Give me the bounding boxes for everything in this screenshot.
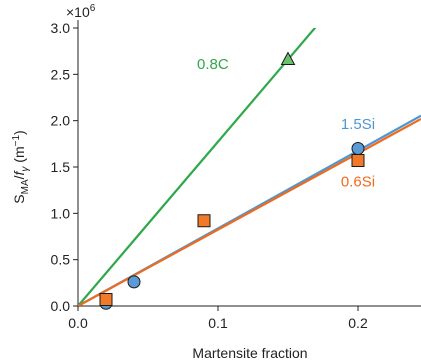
data-point-0-8c	[280, 51, 296, 66]
y-axis-title-unit-sup: −1	[11, 135, 22, 147]
data-point-0-6si	[99, 293, 113, 307]
labels-layer: 0.8C 1.5Si 0.6Si	[197, 56, 375, 191]
y-multiplier-exp: 6	[90, 3, 96, 14]
y-axis-title-f: f	[11, 169, 27, 175]
y-tick-label: 3.0	[51, 20, 71, 36]
x-axis-title: Martensite fraction	[192, 345, 307, 361]
series-label-0-6si: 0.6Si	[341, 173, 375, 190]
data-point-0-6si	[197, 214, 211, 228]
y-tick-label: 2.5	[51, 66, 71, 82]
y-multiplier-base: ×10	[66, 4, 90, 20]
x-tick-label: 0.1	[208, 315, 228, 331]
data-point-0-6si	[351, 154, 365, 168]
y-tick-label: 1.0	[51, 205, 71, 221]
series-label-0-8c: 0.8C	[197, 56, 229, 73]
fit-lines-layer	[78, 28, 421, 306]
x-tick-label: 0.2	[348, 315, 368, 331]
y-tick-label: 0.0	[51, 298, 71, 314]
y-axis-title-sub1: MA	[20, 179, 31, 194]
markers-layer	[99, 51, 365, 310]
fit-line-0-8c	[78, 28, 317, 306]
x-tick-label: 0.0	[68, 315, 88, 331]
y-axis-title-sub2: γ	[20, 166, 31, 172]
y-axis-title-main: S	[11, 194, 27, 203]
data-point-1-5si	[127, 275, 141, 289]
y-axis-title-unit: (m	[11, 146, 27, 166]
y-multiplier-label: ×106	[66, 3, 96, 20]
y-axis-title-slash: /	[11, 175, 27, 179]
y-axis-title: SMA/fγ (m−1)	[11, 130, 31, 203]
data-point-1-5si	[351, 141, 365, 155]
svg-text:SMA/fγ (m−1): SMA/fγ (m−1)	[11, 130, 31, 203]
y-tick-label: 2.0	[51, 113, 71, 129]
series-label-1-5si: 1.5Si	[341, 116, 375, 133]
y-tick-label: 1.5	[51, 159, 71, 175]
axes-layer: 0.0 0.5 1.0 1.5 2.0 2.5 3.0 0.0 0.1 0.2	[51, 20, 421, 331]
y-axis-title-unit-close: )	[11, 130, 27, 135]
y-tick-label: 0.5	[51, 252, 71, 268]
